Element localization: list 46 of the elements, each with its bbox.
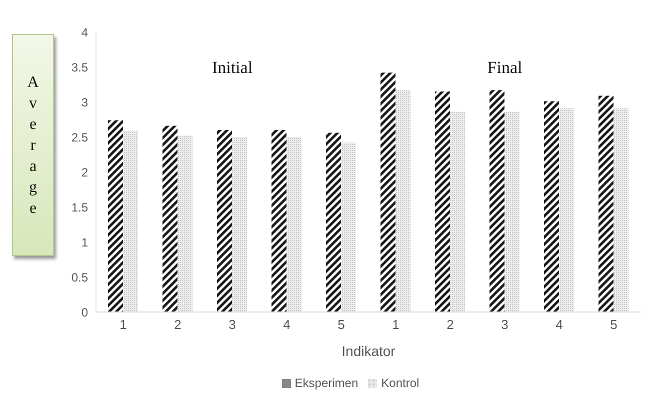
bar <box>326 132 341 312</box>
bar <box>108 120 123 312</box>
bar <box>395 90 410 312</box>
bar <box>489 90 504 312</box>
y-tick-label: 0.5 <box>71 270 88 284</box>
bar <box>598 96 614 312</box>
y-axis-title: Average <box>27 72 39 218</box>
x-tick-label: 5 <box>610 317 618 332</box>
y-tick-label: 0 <box>81 305 88 320</box>
bar <box>286 137 302 312</box>
bar <box>177 136 192 312</box>
bar <box>340 142 356 312</box>
bar <box>380 72 396 312</box>
x-tick-label: 2 <box>174 317 182 332</box>
annotation: Initial <box>210 58 254 78</box>
y-tick-label: 3.5 <box>71 60 88 74</box>
y-tick-label: 2 <box>81 165 88 180</box>
bar <box>450 112 465 312</box>
x-axis-title: Indikator <box>342 343 396 359</box>
x-tick-label: 5 <box>338 317 345 332</box>
y-tick-label: 2.5 <box>71 130 88 144</box>
bar <box>162 126 178 312</box>
x-tick-label: 4 <box>283 317 290 332</box>
legend-label: Kontrol <box>381 376 420 390</box>
x-tick-label: 1 <box>120 317 127 332</box>
bar <box>271 130 286 312</box>
bar <box>122 130 138 312</box>
annotation: Final <box>486 58 524 78</box>
y-tick-label: 1.5 <box>71 200 88 214</box>
y-tick-label: 1 <box>81 235 88 250</box>
x-tick-label: 3 <box>501 317 508 332</box>
legend-label: Eksperimen <box>294 376 358 390</box>
x-tick-label: 2 <box>446 317 454 332</box>
bar <box>544 101 559 312</box>
bar <box>613 108 628 312</box>
y-tick-label: 4 <box>81 25 88 40</box>
x-tick-label: 1 <box>392 317 400 332</box>
x-tick-label: 4 <box>556 317 563 332</box>
bar <box>558 108 574 312</box>
y-tick-label: 3 <box>81 95 88 110</box>
bar <box>232 137 247 312</box>
bar <box>504 112 520 312</box>
bar <box>216 130 232 312</box>
bar <box>434 92 450 312</box>
x-tick-label: 3 <box>228 317 236 332</box>
label-box: Average <box>12 34 54 256</box>
